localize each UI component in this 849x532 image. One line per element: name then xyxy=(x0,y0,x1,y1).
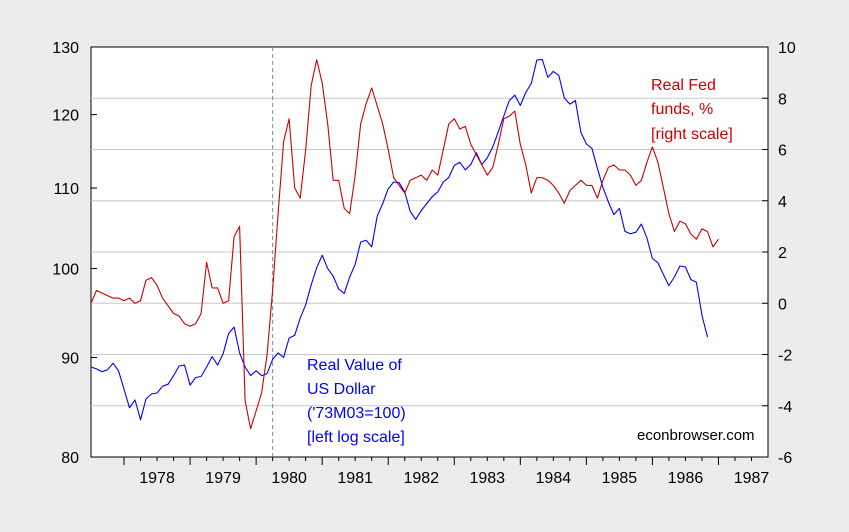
x-tick-label: 1981 xyxy=(337,470,373,487)
x-tick-label: 1982 xyxy=(403,470,439,487)
x-tick-label: 1984 xyxy=(536,470,572,487)
right-tick-label: -6 xyxy=(778,450,792,467)
red-annotation-line-3: [right scale] xyxy=(651,126,733,143)
blue-annotation-line-2: US Dollar xyxy=(307,381,376,398)
left-tick-label: 90 xyxy=(61,351,79,368)
x-tick-label: 1983 xyxy=(469,470,505,487)
right-tick-label: -2 xyxy=(778,348,792,365)
left-tick-label: 120 xyxy=(52,108,79,125)
dollar-series-line xyxy=(90,58,709,421)
right-tick-label: 0 xyxy=(778,296,787,313)
x-axis: 1978 1979 1980 1981 1982 1983 1984 1985 1986 1987 xyxy=(123,457,770,487)
right-tick-label: 8 xyxy=(778,91,787,108)
x-tick-label: 1978 xyxy=(139,470,175,487)
x-tick-label: 1979 xyxy=(205,470,241,487)
right-tick-label: 6 xyxy=(778,143,787,160)
x-tick-label: 1985 xyxy=(602,470,638,487)
x-tick-label: 1987 xyxy=(734,470,770,487)
blue-annotation-line-4: [left log scale] xyxy=(307,429,405,446)
blue-annotation-line-1: Real Value of xyxy=(307,357,402,374)
right-axis: -6 -4 -2 0 2 4 6 8 10 xyxy=(762,40,796,467)
left-axis: 80 90 100 110 120 130 xyxy=(52,40,97,467)
left-tick-label: 80 xyxy=(61,450,79,467)
source-label: econbrowser.com xyxy=(637,427,755,444)
left-tick-label: 130 xyxy=(52,40,79,57)
right-tick-label: 10 xyxy=(778,40,796,57)
right-tick-label: 4 xyxy=(778,194,787,211)
red-annotation-line-2: funds, % xyxy=(651,101,713,118)
series-group xyxy=(90,58,719,430)
red-annotation-line-1: Real Fed xyxy=(651,77,716,94)
x-tick-label: 1986 xyxy=(668,470,704,487)
right-tick-label: 2 xyxy=(778,245,787,262)
fed-funds-series-line xyxy=(90,59,719,430)
left-tick-label: 110 xyxy=(53,181,79,198)
left-tick-label: 100 xyxy=(52,262,79,279)
blue-annotation-line-3: ('73M03=100) xyxy=(307,405,406,422)
right-tick-label: -4 xyxy=(778,399,792,416)
x-tick-label: 1980 xyxy=(271,470,307,487)
